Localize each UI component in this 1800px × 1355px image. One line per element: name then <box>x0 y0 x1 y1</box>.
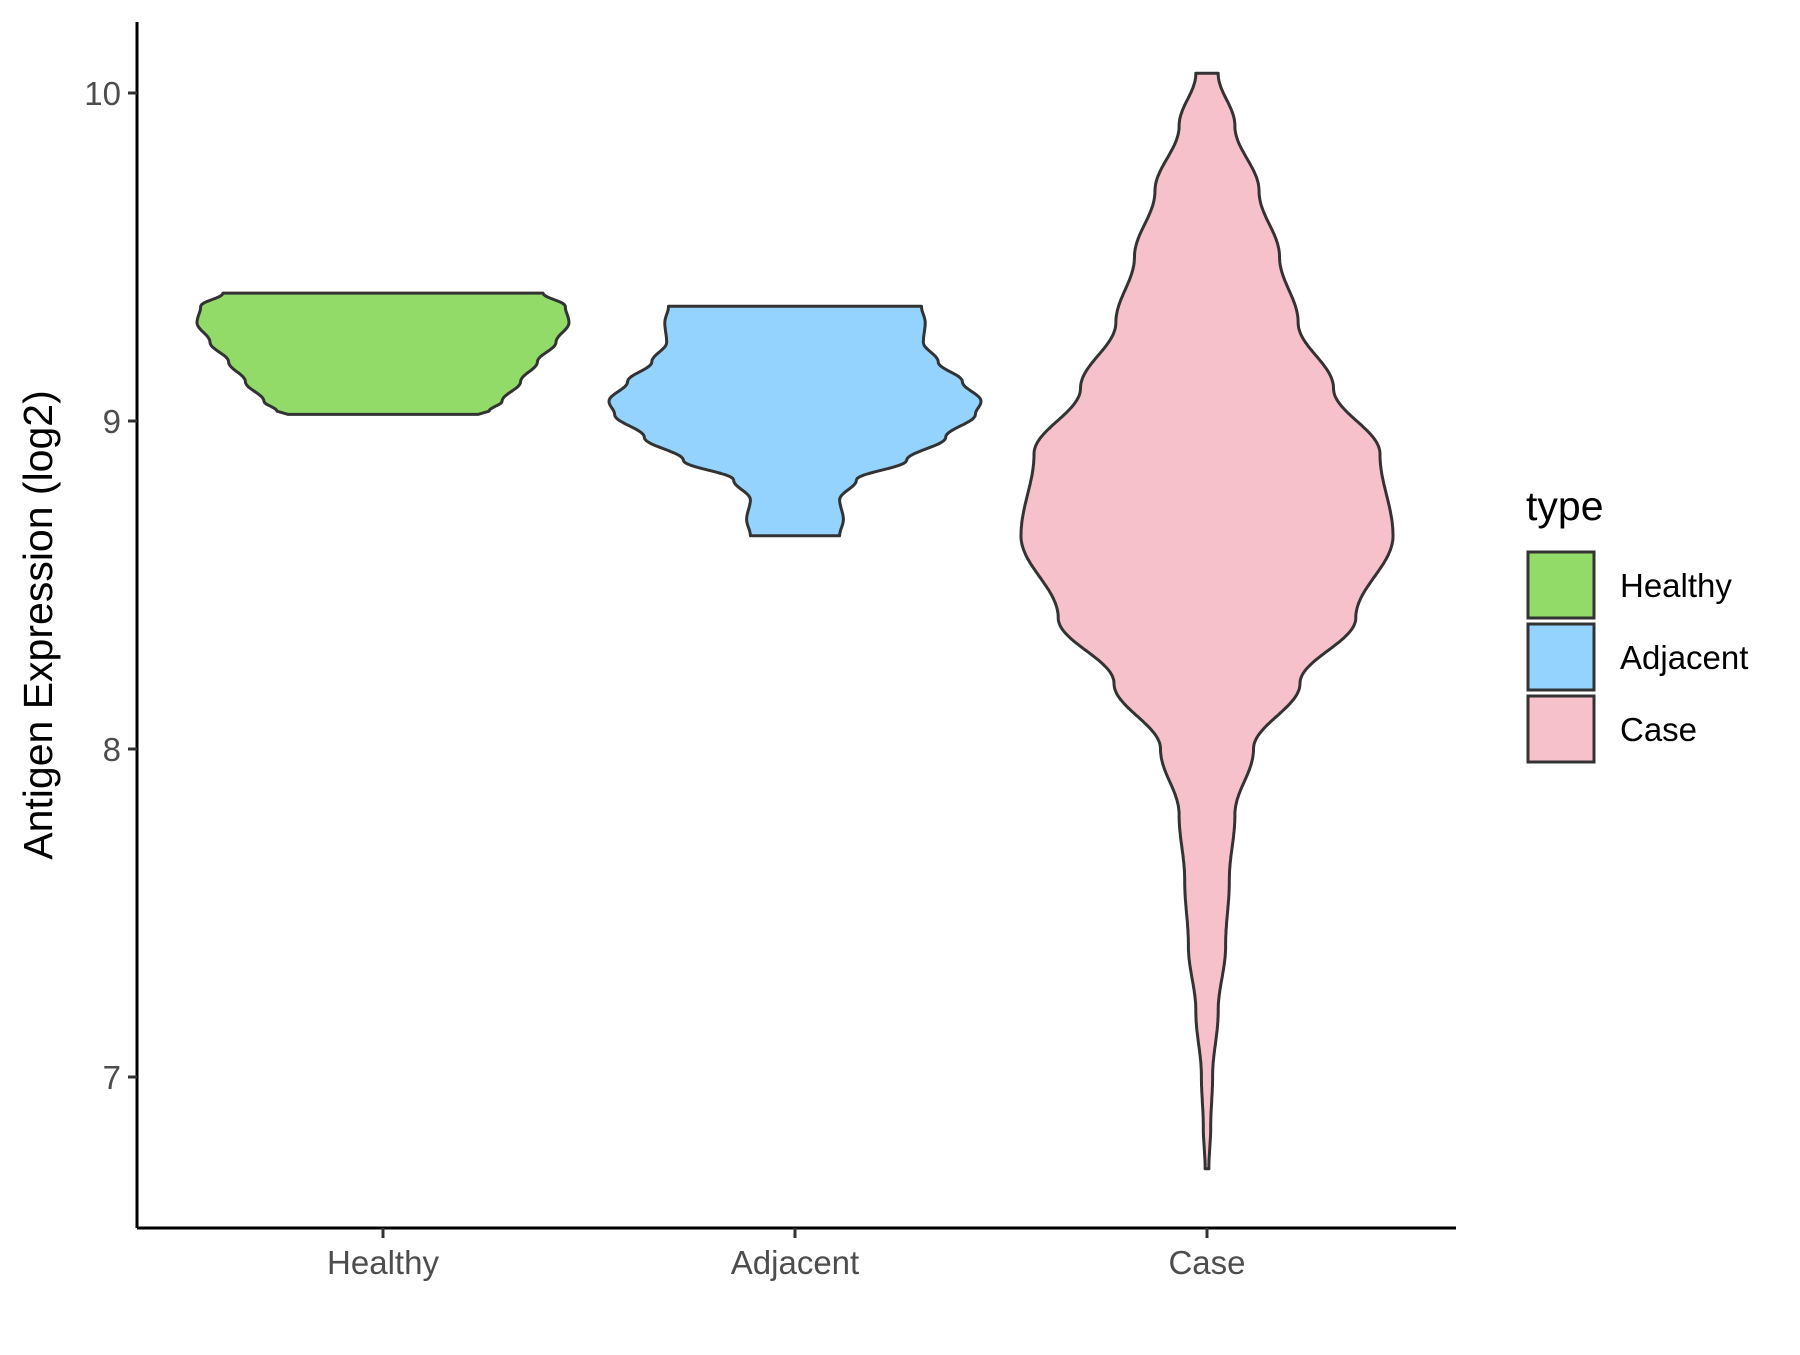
y-axis-ticks: 7 8 9 10 <box>84 75 137 1096</box>
x-axis-ticks: Healthy Adjacent Case <box>327 1228 1246 1281</box>
legend-label-healthy: Healthy <box>1620 567 1732 604</box>
x-tick-label: Case <box>1168 1244 1245 1281</box>
legend-swatch-adjacent <box>1526 622 1596 692</box>
violin-healthy <box>195 291 571 416</box>
y-tick-label: 8 <box>103 731 121 768</box>
legend-label-adjacent: Adjacent <box>1620 639 1748 676</box>
violin-case <box>1019 71 1395 1171</box>
y-tick-label: 9 <box>103 403 121 440</box>
legend: type Healthy Adjacent Case <box>1526 483 1748 764</box>
y-axis-title: Antigen Expression (log2) <box>15 390 61 859</box>
violin-layer <box>195 71 1395 1171</box>
x-tick-label: Healthy <box>327 1244 439 1281</box>
x-tick-label: Adjacent <box>731 1244 859 1281</box>
legend-swatch-healthy <box>1526 550 1596 620</box>
legend-swatch-case <box>1526 694 1596 764</box>
violin-adjacent <box>607 304 983 538</box>
legend-label-case: Case <box>1620 711 1697 748</box>
y-tick-label: 10 <box>84 75 121 112</box>
y-tick-label: 7 <box>103 1059 121 1096</box>
legend-title: type <box>1526 483 1604 529</box>
